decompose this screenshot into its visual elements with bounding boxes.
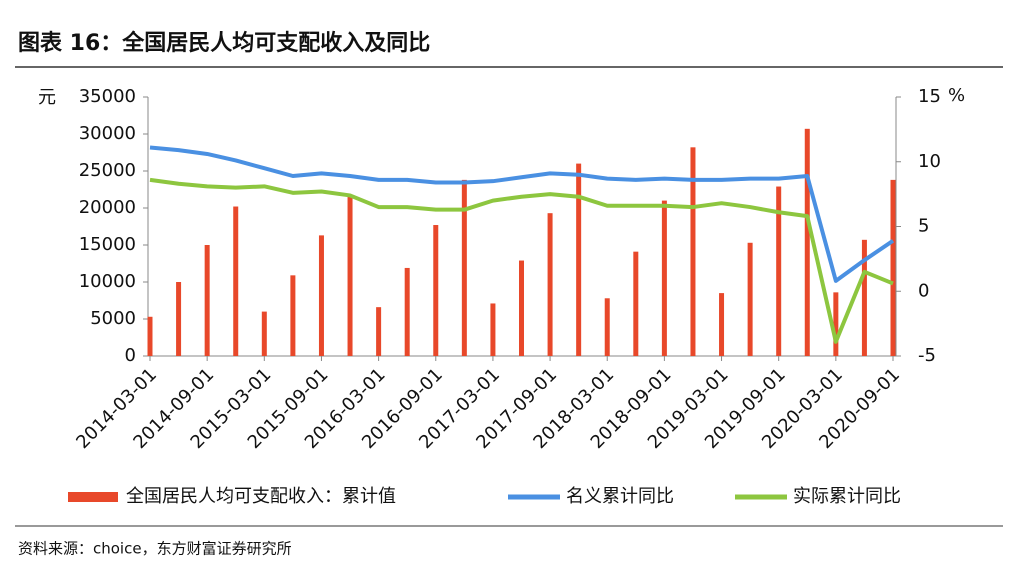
bar <box>147 316 153 356</box>
bar <box>604 298 610 356</box>
bar <box>261 311 267 356</box>
y-tick-label: 0 <box>125 345 136 366</box>
bar <box>233 206 239 356</box>
y-axis-label: 元 <box>38 87 56 108</box>
bar <box>290 275 296 356</box>
y2-axis-label: % <box>948 85 965 106</box>
bar <box>633 251 639 356</box>
source-note: 资料来源：choice，东方财富证券研究所 <box>18 540 292 558</box>
bar <box>833 292 839 356</box>
y2-tick-label: -5 <box>918 345 936 366</box>
chart-title: 图表 16：全国居民人均可支配收入及同比 <box>18 30 430 56</box>
y-tick-label: 30000 <box>79 123 136 144</box>
bar <box>719 293 725 356</box>
legend-label: 实际累计同比 <box>793 486 901 507</box>
bar <box>576 163 582 356</box>
y2-tick-label: 5 <box>918 216 929 237</box>
bar <box>747 242 753 356</box>
y2-tick-label: 10 <box>918 151 941 172</box>
bar <box>804 128 810 356</box>
y-tick-label: 15000 <box>79 234 136 255</box>
y-tick-label: 20000 <box>79 197 136 218</box>
legend-label: 名义累计同比 <box>566 486 674 507</box>
bar <box>776 186 782 356</box>
y-tick-label: 25000 <box>79 160 136 181</box>
legend-label: 全国居民人均可支配收入：累计值 <box>126 486 396 507</box>
y-tick-label: 5000 <box>90 308 136 329</box>
legend-swatch <box>68 492 118 502</box>
bar <box>547 213 553 356</box>
y-tick-label: 10000 <box>79 271 136 292</box>
bar <box>661 200 667 356</box>
bar <box>176 282 182 356</box>
bar <box>890 179 896 356</box>
bar <box>490 303 496 356</box>
y2-tick-label: 15 <box>918 86 941 107</box>
bar <box>690 147 696 356</box>
bar <box>433 225 439 356</box>
line <box>149 177 894 344</box>
bar <box>461 179 467 356</box>
y-tick-label: 35000 <box>79 86 136 107</box>
line <box>149 145 895 283</box>
bar <box>318 235 324 356</box>
bar <box>376 307 382 356</box>
bar <box>861 239 867 356</box>
bar <box>347 194 353 356</box>
bar <box>404 267 410 356</box>
y2-tick-label: 0 <box>918 280 929 301</box>
bar <box>519 260 524 356</box>
bar <box>204 245 210 356</box>
